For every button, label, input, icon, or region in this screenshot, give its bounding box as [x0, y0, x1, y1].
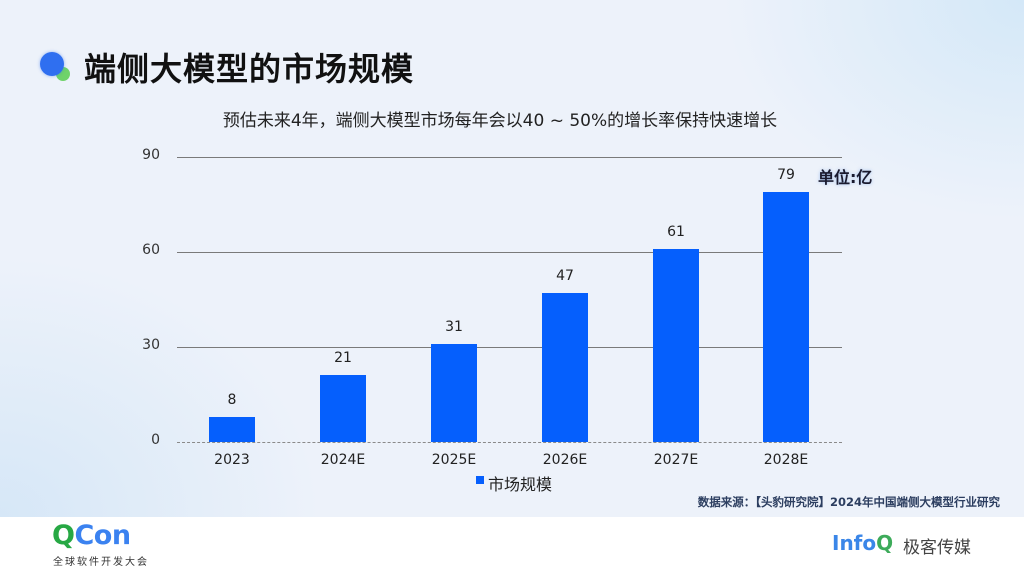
bar-2025E	[431, 344, 477, 442]
bar-value-label: 21	[334, 350, 352, 366]
bar-2028E	[763, 192, 809, 442]
unit-label: 单位:亿	[818, 168, 873, 187]
bar-value-label: 8	[227, 392, 237, 408]
bar-2023	[209, 417, 255, 442]
gridline-30	[177, 347, 842, 348]
x-tick-label: 2023	[214, 452, 250, 468]
bar-2024E	[320, 375, 366, 442]
qcon-subtitle: 全球软件开发大会	[53, 557, 149, 568]
x-tick-label: 2028E	[763, 452, 809, 468]
footer-bar	[0, 517, 1024, 576]
chart-subtitle: 预估未来4年，端侧大模型市场每年会以40 ~ 50%的增长率保持快速增长	[222, 111, 778, 131]
title-bullet-blue-dot-icon	[40, 52, 64, 76]
bar-value-label: 47	[556, 268, 574, 284]
bar-value-label: 79	[777, 167, 795, 183]
x-tick-label: 2025E	[431, 452, 477, 468]
bar-2027E	[653, 249, 699, 442]
y-tick-label: 30	[142, 337, 160, 353]
baseline-0	[177, 442, 842, 443]
legend-swatch-icon	[475, 476, 484, 484]
page-title: 端侧大模型的市场规模	[84, 50, 415, 88]
x-tick-label: 2026E	[542, 452, 588, 468]
gridline-90	[177, 157, 842, 158]
y-tick-label: 60	[142, 242, 160, 258]
infoq-logo: InfoQ	[832, 531, 893, 555]
qcon-logo-con: Con	[74, 520, 131, 551]
bar-value-label: 31	[445, 319, 463, 335]
chart-legend: 市场规模	[0, 471, 1024, 495]
infoq-logo-q: Q	[876, 531, 894, 555]
x-tick-label: 2024E	[320, 452, 366, 468]
data-source-note: 数据来源：【头豹研究院】2024年中国端侧大模型行业研究	[697, 495, 1000, 509]
slide-background	[0, 0, 1024, 517]
legend-label: 市场规模	[487, 475, 552, 494]
x-tick-label: 2027E	[653, 452, 699, 468]
bar-chart: 0 30 60 90 单位:亿 8 21 31 47 61 79 2023 2024E 2…	[0, 147, 1024, 495]
infoq-brand-cn: 极客传媒	[903, 538, 971, 558]
y-tick-label: 90	[142, 147, 160, 163]
gridline-60	[177, 252, 842, 253]
qcon-logo-q: Q	[52, 520, 75, 551]
y-tick-label: 0	[151, 432, 160, 448]
infoq-logo-info: Info	[832, 531, 877, 555]
qcon-logo: QCon	[52, 521, 131, 551]
bar-value-label: 61	[667, 224, 685, 240]
bar-2026E	[542, 293, 588, 442]
